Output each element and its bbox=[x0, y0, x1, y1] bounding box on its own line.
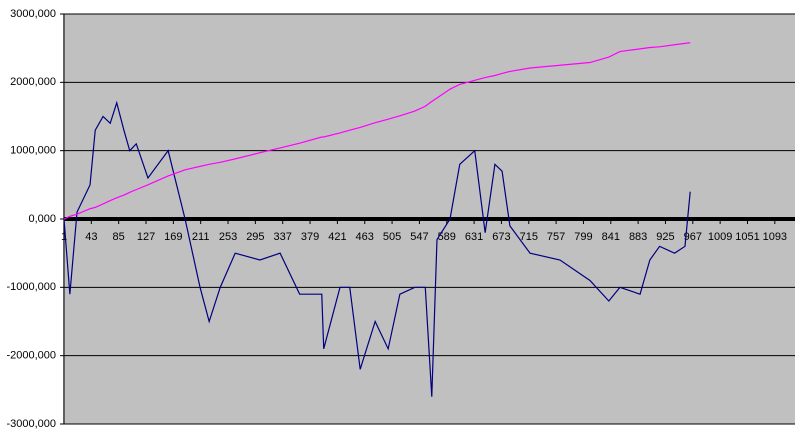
series-line bbox=[63, 100, 691, 397]
y-tick-label: -3000,000 bbox=[6, 418, 56, 430]
series-line bbox=[63, 42, 691, 220]
y-tick-label: -1000,000 bbox=[6, 281, 56, 293]
x-tick-label: 715 bbox=[520, 231, 538, 243]
x-tick-label: 421 bbox=[328, 231, 346, 243]
x-tick-label: 631 bbox=[465, 231, 483, 243]
x-tick-label: 1051 bbox=[735, 231, 759, 243]
x-tick-label: 967 bbox=[684, 231, 702, 243]
y-tick-label: 1000,000 bbox=[10, 145, 56, 157]
x-tick-label: 1009 bbox=[708, 231, 732, 243]
x-tick-label: 337 bbox=[274, 231, 292, 243]
x-tick-label: 169 bbox=[164, 231, 182, 243]
x-tick-label: 1093 bbox=[763, 231, 787, 243]
y-tick-label: -2000,000 bbox=[6, 350, 56, 362]
x-tick-label: 253 bbox=[219, 231, 237, 243]
x-tick-label: 1 bbox=[61, 231, 67, 243]
x-tick-label: 127 bbox=[137, 231, 155, 243]
x-tick-label: 505 bbox=[383, 231, 401, 243]
x-tick-label: 799 bbox=[574, 231, 592, 243]
y-tick-label: 3000,000 bbox=[10, 8, 56, 20]
x-tick-label: 547 bbox=[410, 231, 428, 243]
x-tick-label: 43 bbox=[85, 231, 97, 243]
x-tick-label: 673 bbox=[492, 231, 510, 243]
x-tick-label: 379 bbox=[301, 231, 319, 243]
x-tick-label: 589 bbox=[438, 231, 456, 243]
x-tick-label: 925 bbox=[656, 231, 674, 243]
x-tick-label: 295 bbox=[246, 231, 264, 243]
x-tick-label: 883 bbox=[629, 231, 647, 243]
x-tick-label: 841 bbox=[602, 231, 620, 243]
x-tick-label: 85 bbox=[113, 231, 125, 243]
y-tick-label: 2000,000 bbox=[10, 76, 56, 88]
y-tick-label: 0,000 bbox=[28, 213, 56, 225]
x-tick-label: 463 bbox=[356, 231, 374, 243]
x-tick-label: 757 bbox=[547, 231, 565, 243]
x-tick-label: 211 bbox=[192, 231, 210, 243]
